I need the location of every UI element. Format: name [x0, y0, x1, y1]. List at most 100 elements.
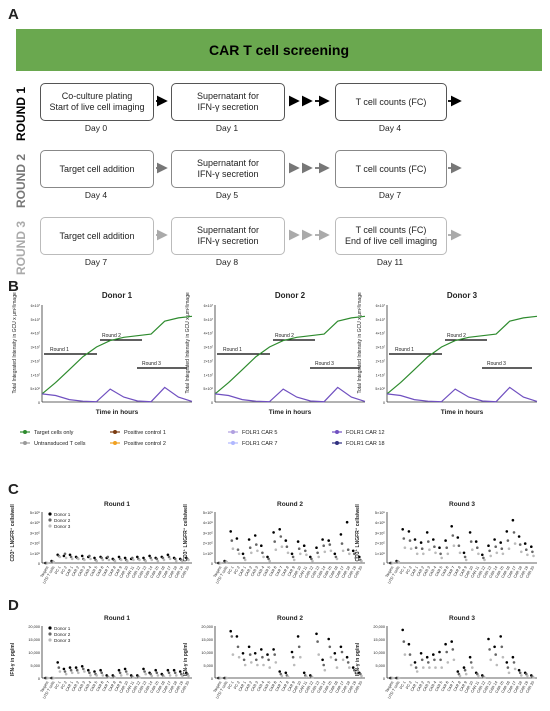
panel-d-point [167, 671, 171, 675]
panel-c-point [425, 531, 429, 534]
panel-c-xtick: CAR 18 [341, 566, 351, 580]
panel-c-point [445, 546, 449, 549]
panel-c-point [302, 544, 306, 547]
panel-d-xtick: CAR 5 [262, 681, 271, 693]
panel-c-xtick: PC 1 [399, 566, 407, 575]
panel-c-point [254, 543, 258, 546]
panel-c-point [138, 558, 141, 562]
panel-c-point [409, 547, 413, 550]
panel-c-ytick: 1×10⁵ [203, 552, 214, 556]
panel-c-point [290, 552, 294, 556]
panel-d-xtick: CAR 20 [525, 681, 535, 695]
panel-d-xtick: CAR 1 [238, 681, 247, 693]
panel-c-xtick: CAR 11 [470, 566, 480, 579]
panel-c-point [231, 547, 235, 550]
panel-c-point [493, 538, 496, 541]
panel-d-point [241, 652, 245, 655]
panel-c-ytick: 4×10⁵ [203, 521, 214, 525]
panel-d-xtick: CAR 11 [470, 681, 480, 694]
panel-c-point [250, 551, 253, 555]
panel-d-point [284, 671, 288, 675]
panel-d-xtick: CAR 6 [269, 681, 278, 693]
panel-c-point [402, 537, 406, 540]
panel-d-xtick: CAR 2 [244, 681, 253, 693]
panel-d-point [266, 653, 269, 656]
panel-c-xtick: PC 2 [233, 566, 241, 575]
panel-d-point [247, 645, 251, 649]
panel-c-point [464, 558, 468, 562]
panel-c-point [532, 554, 535, 558]
panel-c-xtick: CAR 8 [108, 566, 117, 578]
round-2-day-2: Day 5 [215, 190, 239, 200]
panel-c-xtick: CAR 10 [119, 566, 129, 580]
panel-c-ytick: 5×10⁵ [30, 511, 41, 515]
panel-c-point [483, 558, 486, 562]
panel-d-point [414, 666, 418, 669]
panel-c-xtick: CAR 12 [131, 566, 141, 580]
panel-c-point [119, 558, 123, 562]
panel-d-xtick: CAR 18 [341, 681, 351, 695]
panel-d-xtick: PC 2 [405, 681, 413, 690]
panel-d-point [274, 661, 278, 664]
panel-c-point [46, 561, 49, 565]
panel-c-xtick: CAR 9 [114, 566, 123, 578]
panel-b-xlabel: Time in hours [441, 409, 484, 416]
panel-d-point [272, 648, 275, 651]
panel-d-point [80, 665, 84, 668]
panel-c-point [230, 539, 234, 542]
panel-c-xtick: CAR 7 [447, 566, 456, 578]
panel-c-point [333, 552, 337, 556]
round-2-day-3: Day 7 [378, 190, 402, 200]
panel-c-point [481, 553, 484, 557]
step-text-line: Co-culture plating [61, 91, 133, 101]
panel-d-xtick: CAR 12 [304, 681, 314, 695]
panel-d-point [256, 663, 259, 667]
panel-b-ytick: 0 [383, 401, 385, 405]
panel-d-xtick: CAR 4 [256, 681, 265, 693]
panel-b-legend-marker [23, 441, 27, 445]
panel-c-point [420, 547, 424, 550]
panel-c-point [526, 553, 529, 557]
panel-d-xtick: CAR 1 [410, 681, 419, 693]
panel-d-xtick: CAR 13 [137, 681, 147, 695]
panel-c-xtick: Targets [40, 565, 50, 578]
panel-c-ytick: 0 [211, 562, 213, 566]
panel-c-point [468, 531, 472, 534]
panel-d-xtick: CAR 11 [125, 681, 135, 694]
panel-c-point [150, 558, 154, 562]
panel-d-point [427, 661, 430, 664]
round-1-day-1: Day 0 [84, 123, 108, 133]
panel-c-point [328, 543, 332, 546]
panel-d-point [162, 675, 166, 678]
panel-d-point [58, 670, 62, 673]
panel-c-ytick: 4×10⁵ [375, 521, 386, 525]
panel-c-point [70, 557, 74, 561]
panel-d-point [407, 642, 411, 646]
panel-c-point [63, 552, 67, 556]
panel-d-xtick: CAR 18 [513, 681, 523, 695]
panel-c-point [419, 541, 423, 544]
panel-b-ytick: 6×10⁷ [204, 304, 214, 308]
panel-b-legend-label: FOLR1 CAR 5 [242, 430, 277, 436]
panel-c-xtick: CAR 17 [335, 566, 345, 580]
panel-d-xtick: CAR 2 [416, 681, 425, 693]
panel-c-point [511, 518, 515, 522]
panel-c-point [126, 559, 129, 563]
panel-b-legend-marker [335, 430, 339, 434]
panel-d-point [299, 655, 302, 659]
panel-c-point [181, 559, 184, 563]
panel-d-point [126, 672, 129, 676]
panel-c-xtick: CAR 9 [459, 566, 468, 578]
panel-c-xtick: CAR 5 [262, 566, 271, 578]
panel-c-xtick: CAR 20 [180, 566, 190, 580]
panel-d-point [340, 650, 344, 654]
step-text-line: T cell counts (FC) [355, 225, 427, 235]
panel-c-xtick: CAR 6 [441, 566, 450, 578]
step-text-line: IFN-γ secretion [197, 169, 259, 179]
panel-c-point [284, 539, 288, 542]
step-text-line: End of live cell imaging [344, 236, 438, 246]
flow-arrows [156, 95, 462, 241]
panel-letter-d: D [8, 597, 19, 614]
panel-c-xtick: CAR 18 [168, 566, 178, 580]
step-text-line: Target cell addition [59, 230, 135, 241]
